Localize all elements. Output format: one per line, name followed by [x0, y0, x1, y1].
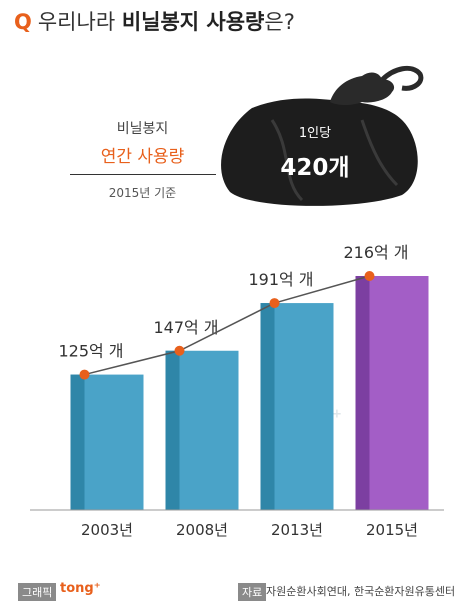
value-label-3: 216억 개 [343, 243, 408, 262]
value-label-1: 147억 개 [153, 318, 218, 337]
value-label-2: 191억 개 [248, 270, 313, 289]
page-title: Q 우리나라 비닐봉지 사용량은? [14, 6, 295, 36]
category-label-1: 2008년 [176, 521, 228, 539]
watermark-sup: + [331, 406, 342, 421]
info-label-annual-usage: 연간 사용량 [100, 147, 185, 167]
graphic-tag: 그래픽 [18, 583, 57, 601]
title-bold: 비닐봉지 사용량 [121, 10, 265, 34]
trend-point-3 [364, 271, 375, 281]
source-text: 자원순환사회연대, 한국순환자원유통센터 [266, 585, 456, 598]
trend-point-2 [269, 298, 280, 309]
bar-shade-2 [260, 303, 275, 510]
title-normal: 우리나라 [37, 10, 116, 34]
trend-point-0 [79, 369, 90, 380]
divider-line [70, 174, 216, 175]
category-label-2: 2013년 [271, 521, 323, 539]
trend-line [84, 275, 370, 376]
info-label-base-year: 2015년 기준 [108, 186, 177, 200]
value-label-0: 125억 개 [58, 342, 123, 361]
bar-shade-3 [355, 276, 370, 510]
trash-bag-icon [221, 65, 424, 206]
per-person-label: 1인당 [298, 126, 332, 141]
source-tag: 자료 [238, 583, 267, 601]
q-mark: Q [14, 10, 32, 34]
category-label-0: 2003년 [81, 521, 133, 539]
info-label-plastic-bag: 비닐봉지 [116, 121, 169, 137]
category-label-3: 2015년 [366, 521, 418, 539]
brand-logo: tong⁺ [60, 581, 101, 596]
trend-point-1 [174, 345, 185, 356]
bar-shade-1 [165, 350, 180, 510]
bar-shade-0 [70, 374, 85, 510]
title-suffix: 은? [264, 10, 295, 34]
per-person-value: 420개 [280, 155, 350, 181]
